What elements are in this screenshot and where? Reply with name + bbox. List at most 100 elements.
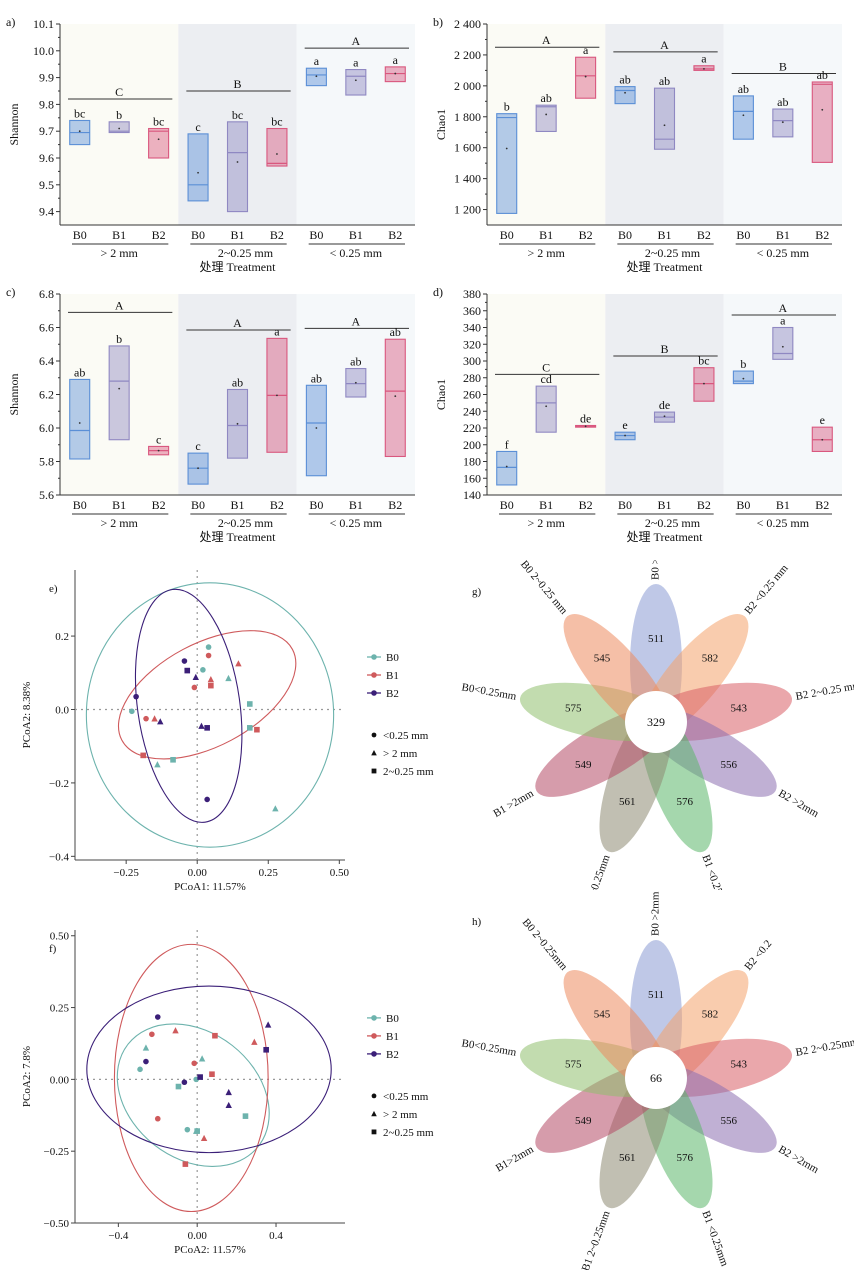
x-tick-label: B2: [152, 498, 166, 512]
data-point: [208, 682, 214, 689]
x-tick-label: 0.50: [330, 867, 350, 879]
box-mean: [545, 405, 548, 408]
x-tick-label: B1: [776, 228, 790, 242]
x-tick-label: B1: [230, 228, 244, 242]
box-mean: [197, 467, 199, 470]
box-mean: [584, 75, 587, 78]
data-point: [142, 1044, 150, 1051]
box: [108, 345, 130, 441]
data-point: [133, 693, 139, 700]
box-mean: [394, 395, 397, 398]
box-significance-label: a: [353, 56, 359, 70]
petal-label: B0 >2 mm: [650, 560, 662, 580]
x-axis-label: PCoA1: 11.57%: [174, 881, 246, 890]
x-tick-label: B2: [152, 228, 166, 242]
panel-label: c): [6, 285, 15, 299]
data-point: [143, 715, 149, 722]
x-tick-label: B1: [657, 228, 671, 242]
legend-shape-marker: [371, 750, 377, 756]
y-tick-label: 1 800: [454, 110, 481, 124]
petal-label: B1 2~0.25mm: [580, 1209, 613, 1270]
data-point: [263, 1046, 269, 1053]
y-tick-label: 5.8: [39, 455, 54, 469]
x-tick-label: B1: [112, 228, 126, 242]
y-tick-label: 6.4: [39, 354, 54, 368]
box: [575, 56, 597, 99]
group-background: [60, 294, 179, 495]
y-tick-label: 9.6: [39, 151, 54, 165]
legend-shape-marker: [371, 732, 377, 738]
y-tick-label: 140: [463, 488, 481, 502]
y-tick-label: 10.1: [33, 17, 54, 31]
x-tick-label: B2: [815, 228, 829, 242]
box-significance-label: c: [195, 120, 200, 134]
box-mean: [315, 75, 318, 78]
box-significance-label: bc: [232, 108, 243, 122]
x-tick-label: B0: [618, 498, 632, 512]
x-axis-label: 处理 Treatment: [627, 260, 704, 274]
y-tick-label: 2 000: [454, 79, 481, 93]
confidence-ellipse: [116, 1023, 270, 1167]
data-point: [194, 1128, 200, 1134]
group-label: 2~0.25 mm: [218, 516, 274, 530]
petal-label: B0 >2mm: [650, 891, 662, 936]
box-significance-label: ab: [777, 95, 788, 109]
box-mean: [505, 465, 508, 468]
box-mean: [236, 161, 239, 163]
legend-label: B0: [386, 1013, 399, 1025]
group-significance-letter: A: [542, 33, 551, 47]
y-tick-label: 1 600: [454, 141, 481, 155]
y-tick-label: 200: [463, 438, 481, 452]
legend-marker: [371, 654, 377, 660]
legend-label: B2: [386, 688, 399, 700]
y-tick-label: −0.4: [49, 851, 69, 863]
box-significance-label: b: [116, 108, 122, 122]
box-mean: [157, 449, 160, 452]
data-point: [204, 725, 210, 731]
group-label: > 2 mm: [527, 516, 565, 530]
x-tick-label: B2: [697, 498, 711, 512]
x-tick-label: B0: [309, 498, 323, 512]
y-tick-label: 220: [463, 421, 481, 435]
legend-marker: [371, 690, 377, 696]
x-axis-label: PCoA2: 11.57%: [174, 1244, 246, 1256]
box-significance-label: a: [314, 54, 320, 68]
y-tick-label: 10.0: [33, 44, 54, 58]
x-tick-label: 0.25: [259, 867, 279, 879]
box-mean: [703, 382, 705, 385]
x-tick-label: B1: [112, 498, 126, 512]
data-point: [181, 1079, 188, 1086]
box-significance-label: bc: [271, 115, 282, 129]
group-background: [178, 24, 297, 225]
legend-label: B2: [386, 1049, 399, 1061]
x-tick-label: B2: [815, 498, 829, 512]
panel-label: f): [49, 943, 57, 955]
box-significance-label: a: [701, 52, 707, 66]
box-significance-label: a: [780, 314, 786, 328]
x-tick-label: 0.00: [188, 1230, 208, 1242]
confidence-ellipse: [117, 630, 297, 760]
box-mean: [584, 425, 587, 428]
petal-label: B1 >2mm: [491, 787, 536, 820]
x-tick-label: B0: [500, 228, 514, 242]
data-point: [140, 752, 147, 759]
data-point: [191, 1060, 198, 1067]
data-point: [198, 1055, 206, 1062]
data-point: [212, 1032, 218, 1039]
group-significance-letter: C: [542, 360, 550, 374]
data-point: [204, 796, 210, 803]
data-point: [205, 652, 212, 659]
petal-label: B2 <0.25 mm: [742, 562, 791, 617]
box-mean: [663, 415, 666, 418]
y-tick-label: 9.8: [39, 97, 54, 111]
x-tick-label: B0: [736, 498, 750, 512]
box-significance-label: b: [504, 100, 510, 114]
confidence-ellipse: [86, 985, 332, 1154]
y-tick-label: 0.0: [55, 704, 69, 716]
x-axis-label: 处理 Treatment: [200, 260, 277, 274]
legend-shape-marker: [371, 1093, 377, 1099]
y-tick-label: 160: [463, 471, 481, 485]
box-mean: [118, 127, 121, 130]
y-tick-label: 1 400: [454, 172, 481, 186]
core-circle: [625, 1047, 687, 1109]
